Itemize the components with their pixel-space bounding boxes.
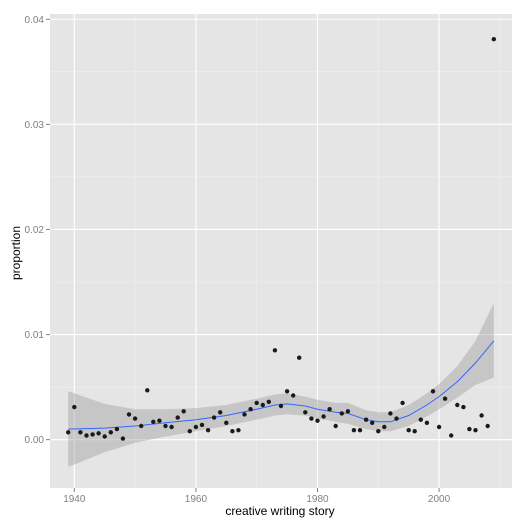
data-point bbox=[442, 396, 448, 401]
data-point bbox=[187, 429, 192, 434]
data-point bbox=[351, 428, 357, 433]
data-point bbox=[278, 403, 284, 409]
smooth-line-layer bbox=[68, 340, 495, 430]
confidence-band-layer bbox=[68, 303, 494, 467]
data-point bbox=[236, 428, 241, 433]
data-point bbox=[96, 431, 101, 436]
data-point bbox=[84, 433, 89, 438]
y-tick-label: 0.01 bbox=[25, 330, 45, 341]
x-tick-label: 1980 bbox=[306, 494, 329, 505]
data-point bbox=[254, 400, 259, 406]
data-point bbox=[363, 417, 369, 422]
data-point bbox=[303, 410, 308, 415]
data-point bbox=[272, 348, 278, 353]
data-point bbox=[394, 416, 399, 421]
data-point bbox=[72, 404, 77, 410]
data-point bbox=[400, 400, 405, 406]
data-point bbox=[449, 433, 454, 438]
data-point bbox=[333, 423, 338, 429]
data-point bbox=[467, 426, 472, 432]
data-point bbox=[120, 436, 126, 441]
data-point bbox=[436, 424, 442, 430]
data-point bbox=[114, 426, 120, 432]
y-tick-label: 0.02 bbox=[25, 225, 45, 236]
data-point bbox=[145, 388, 150, 393]
data-point bbox=[424, 420, 430, 425]
data-point bbox=[132, 416, 138, 421]
x-axis-title: creative writing story bbox=[225, 504, 334, 518]
data-point bbox=[205, 428, 211, 433]
panel-background bbox=[50, 14, 512, 488]
data-point bbox=[291, 393, 296, 398]
data-point bbox=[327, 407, 332, 412]
data-point bbox=[455, 402, 460, 408]
y-tick-label: 0.04 bbox=[25, 15, 45, 26]
data-point bbox=[248, 407, 253, 412]
data-point bbox=[163, 423, 168, 429]
data-point bbox=[230, 429, 235, 434]
data-point bbox=[211, 415, 217, 420]
data-point bbox=[315, 418, 320, 423]
scatter-points bbox=[66, 37, 496, 441]
data-point bbox=[376, 429, 381, 434]
confidence-band bbox=[68, 303, 494, 467]
data-point bbox=[224, 420, 229, 425]
data-point bbox=[284, 389, 290, 394]
data-point bbox=[297, 355, 302, 360]
data-point bbox=[430, 389, 436, 394]
data-point bbox=[339, 411, 344, 416]
plot-panel bbox=[50, 14, 512, 488]
data-point bbox=[193, 424, 199, 430]
x-tick-label: 2000 bbox=[428, 494, 451, 505]
data-point bbox=[157, 418, 162, 423]
x-tick-label: 1960 bbox=[185, 494, 208, 505]
data-point bbox=[218, 410, 223, 415]
data-point bbox=[126, 412, 132, 417]
y-axis-title: proportion bbox=[9, 226, 23, 280]
data-point bbox=[78, 430, 83, 435]
data-point bbox=[309, 416, 314, 421]
data-point bbox=[260, 402, 265, 408]
x-axis: 1940 1960 1980 2000 bbox=[63, 488, 451, 505]
data-point bbox=[345, 409, 351, 414]
data-point bbox=[485, 423, 490, 429]
data-point bbox=[151, 419, 156, 424]
y-axis: 0.00 0.01 0.02 0.03 0.04 bbox=[25, 15, 50, 446]
data-point bbox=[357, 428, 363, 433]
data-point bbox=[461, 404, 466, 410]
data-point bbox=[321, 414, 326, 419]
data-point bbox=[139, 423, 144, 429]
smooth-line bbox=[68, 340, 495, 430]
data-point bbox=[370, 420, 375, 425]
data-point bbox=[418, 417, 423, 422]
data-point bbox=[90, 432, 95, 437]
data-point bbox=[412, 429, 417, 434]
data-point bbox=[66, 430, 71, 435]
y-tick-label: 0.00 bbox=[25, 435, 45, 446]
data-point bbox=[382, 424, 387, 430]
data-point bbox=[266, 399, 271, 404]
data-point bbox=[479, 413, 484, 418]
data-point bbox=[181, 409, 186, 414]
data-point bbox=[108, 430, 114, 435]
data-point bbox=[491, 37, 496, 42]
x-tick-label: 1940 bbox=[63, 494, 86, 505]
data-point bbox=[406, 428, 411, 433]
data-point bbox=[388, 411, 393, 416]
data-point bbox=[199, 422, 205, 428]
data-point bbox=[169, 424, 174, 430]
data-point bbox=[473, 428, 478, 433]
data-point bbox=[175, 415, 180, 420]
data-point bbox=[102, 434, 107, 439]
data-point bbox=[242, 412, 247, 417]
y-tick-label: 0.03 bbox=[25, 120, 45, 131]
